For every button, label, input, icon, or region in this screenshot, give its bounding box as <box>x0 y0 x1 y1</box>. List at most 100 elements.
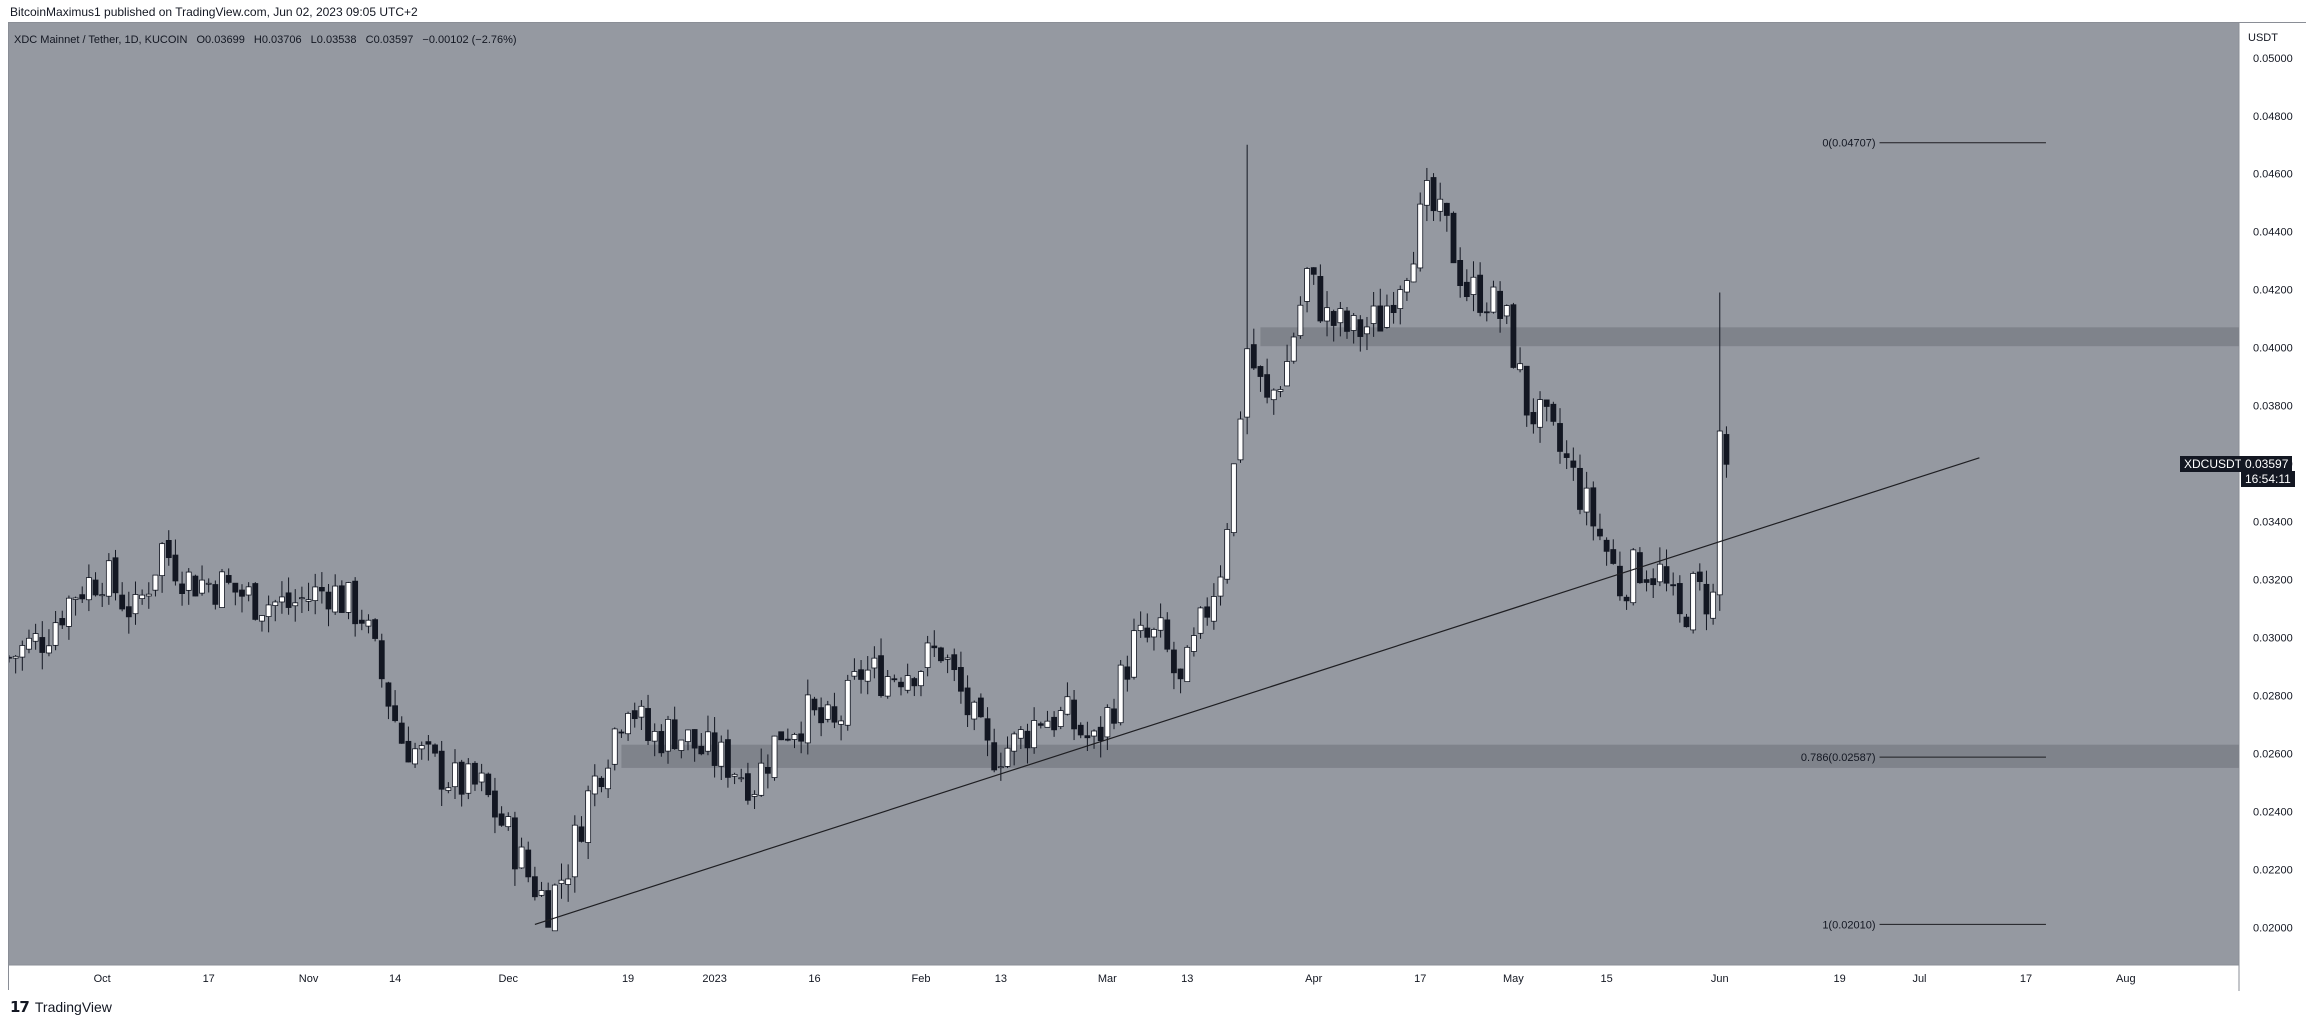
candle[interactable] <box>1277 389 1284 392</box>
candle[interactable] <box>325 591 332 610</box>
candle[interactable] <box>864 669 871 682</box>
candle[interactable] <box>1290 336 1297 362</box>
candle[interactable] <box>911 678 918 687</box>
candle[interactable] <box>1057 710 1064 727</box>
candle[interactable] <box>1091 730 1097 737</box>
candle[interactable] <box>1537 399 1543 428</box>
candle[interactable] <box>385 682 392 707</box>
candle[interactable] <box>1204 606 1211 618</box>
candle[interactable] <box>478 772 485 783</box>
candle[interactable] <box>1297 304 1304 337</box>
candle[interactable] <box>52 622 59 646</box>
candle[interactable] <box>312 586 319 602</box>
candle[interactable] <box>139 594 146 600</box>
candle[interactable] <box>1404 280 1410 293</box>
candle[interactable] <box>239 589 245 597</box>
candle[interactable] <box>891 678 898 681</box>
candle[interactable] <box>551 884 558 932</box>
candle[interactable] <box>784 738 791 741</box>
candle[interactable] <box>452 762 458 788</box>
candle[interactable] <box>705 731 711 752</box>
ascending-trendline[interactable] <box>534 457 1980 925</box>
candle[interactable] <box>1577 467 1583 510</box>
candle[interactable] <box>818 707 825 724</box>
candle[interactable] <box>1710 591 1717 619</box>
candle[interactable] <box>1044 720 1051 728</box>
candle[interactable] <box>445 787 452 791</box>
candle[interactable] <box>39 637 46 653</box>
candle[interactable] <box>991 742 998 771</box>
candle[interactable] <box>1364 326 1370 335</box>
candle[interactable] <box>1443 202 1450 216</box>
candle[interactable] <box>1304 268 1310 302</box>
candle[interactable] <box>1583 487 1590 513</box>
candle[interactable] <box>1543 399 1550 407</box>
candle[interactable] <box>185 571 192 591</box>
candle[interactable] <box>645 708 651 741</box>
candle[interactable] <box>332 585 339 613</box>
candle[interactable] <box>884 676 891 697</box>
candle[interactable] <box>59 618 66 626</box>
candle[interactable] <box>92 579 99 596</box>
candle[interactable] <box>1077 724 1084 736</box>
candle[interactable] <box>1330 311 1337 326</box>
candle[interactable] <box>598 777 605 788</box>
candle[interactable] <box>1111 708 1117 724</box>
candle[interactable] <box>1503 305 1510 317</box>
candle[interactable] <box>758 762 765 796</box>
candle[interactable] <box>711 732 718 766</box>
candle[interactable] <box>1690 573 1697 631</box>
candle[interactable] <box>1144 627 1151 638</box>
candle[interactable] <box>105 560 112 597</box>
candle[interactable] <box>718 741 725 767</box>
candle[interactable] <box>79 594 86 600</box>
candle[interactable] <box>145 593 152 597</box>
candle[interactable] <box>159 543 166 577</box>
candle[interactable] <box>1350 315 1357 331</box>
candle[interactable] <box>1237 418 1244 461</box>
candle[interactable] <box>1317 276 1324 322</box>
candle[interactable] <box>1483 311 1490 314</box>
candle[interactable] <box>119 594 126 610</box>
candle[interactable] <box>685 729 691 743</box>
candle[interactable] <box>1397 289 1404 309</box>
candle[interactable] <box>1463 281 1470 298</box>
candle[interactable] <box>465 763 472 794</box>
horizontal-zone-0[interactable] <box>1260 327 2239 347</box>
candle[interactable] <box>1264 374 1271 398</box>
candle[interactable] <box>292 602 299 607</box>
candle[interactable] <box>1650 578 1657 586</box>
candle[interactable] <box>738 777 745 780</box>
candle[interactable] <box>1410 263 1417 283</box>
candle[interactable] <box>392 705 398 722</box>
candle[interactable] <box>1423 180 1430 206</box>
candle[interactable] <box>824 704 831 720</box>
candle[interactable] <box>492 790 498 818</box>
candle[interactable] <box>72 597 79 600</box>
candle[interactable] <box>831 706 838 723</box>
candle[interactable] <box>804 694 811 744</box>
candle[interactable] <box>538 890 545 896</box>
candle[interactable] <box>1037 723 1044 726</box>
candle[interactable] <box>971 701 978 720</box>
candle[interactable] <box>1450 212 1457 264</box>
candle[interactable] <box>878 655 884 697</box>
candle[interactable] <box>219 571 225 608</box>
candle[interactable] <box>1630 549 1637 604</box>
candle[interactable] <box>571 824 578 878</box>
candle[interactable] <box>958 667 964 692</box>
candle[interactable] <box>1124 666 1131 680</box>
candle[interactable] <box>631 710 638 720</box>
candle[interactable] <box>1230 463 1237 534</box>
candle[interactable] <box>318 587 325 592</box>
candle[interactable] <box>412 748 418 765</box>
candle[interactable] <box>1563 453 1570 458</box>
candle[interactable] <box>225 575 232 583</box>
candle[interactable] <box>638 705 645 718</box>
candle[interactable] <box>205 582 212 585</box>
candle[interactable] <box>1137 624 1144 632</box>
candle[interactable] <box>1530 412 1537 425</box>
candle[interactable] <box>132 594 139 615</box>
candle[interactable] <box>1157 617 1164 631</box>
candle[interactable] <box>964 687 971 716</box>
